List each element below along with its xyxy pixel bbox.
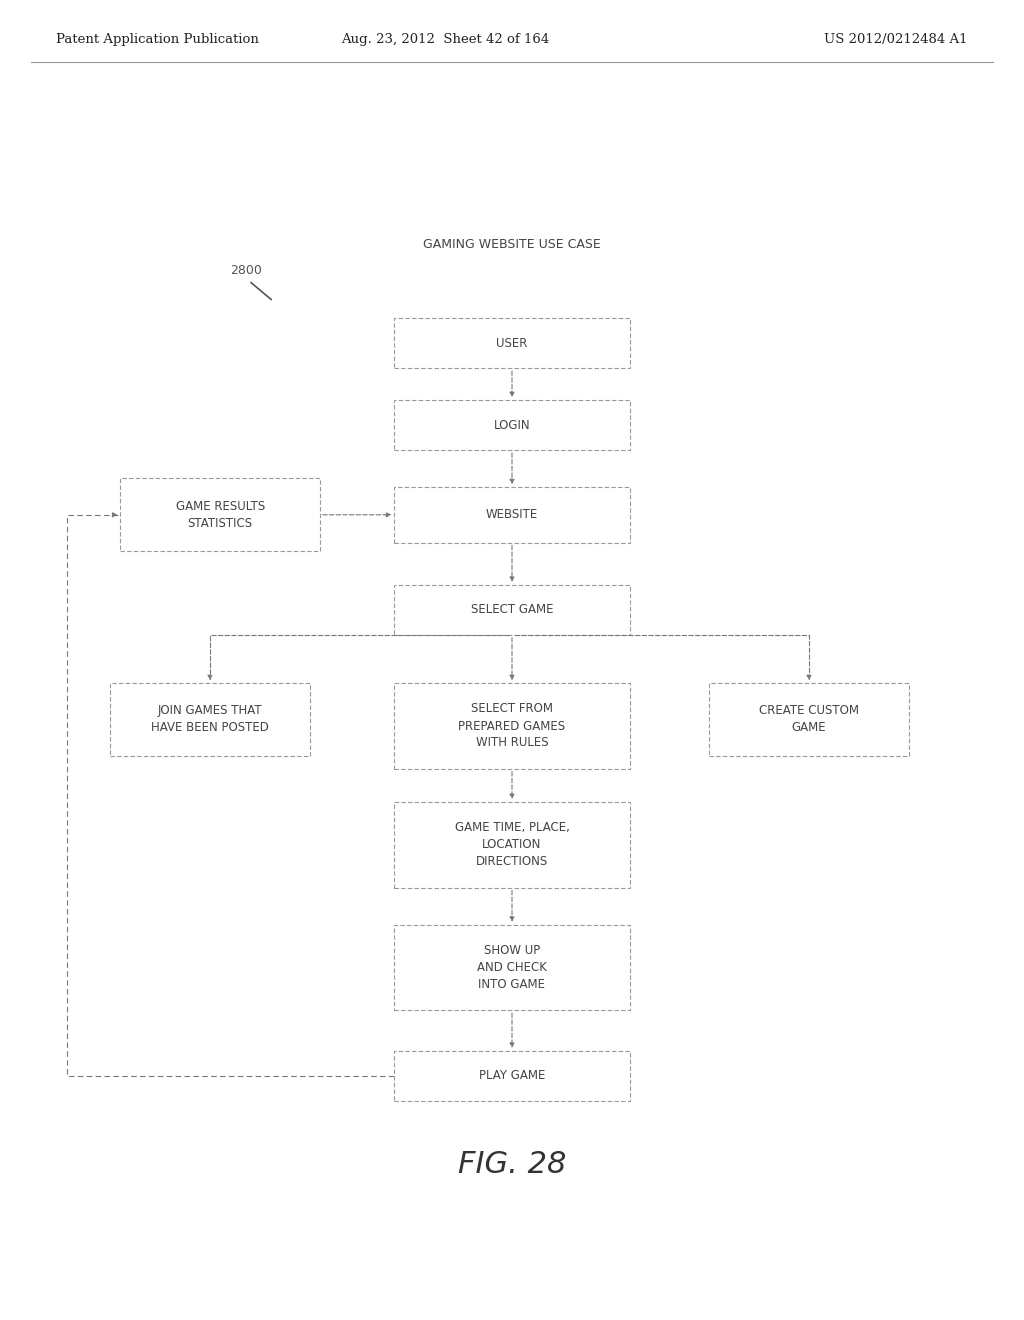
Text: GAME TIME, PLACE,
LOCATION
DIRECTIONS: GAME TIME, PLACE, LOCATION DIRECTIONS <box>455 821 569 869</box>
FancyBboxPatch shape <box>110 684 309 755</box>
Text: JOIN GAMES THAT
HAVE BEEN POSTED: JOIN GAMES THAT HAVE BEEN POSTED <box>151 705 269 734</box>
FancyBboxPatch shape <box>394 585 630 635</box>
Text: Patent Application Publication: Patent Application Publication <box>56 33 259 46</box>
Text: GAMING WEBSITE USE CASE: GAMING WEBSITE USE CASE <box>423 238 601 251</box>
Text: SELECT FROM
PREPARED GAMES
WITH RULES: SELECT FROM PREPARED GAMES WITH RULES <box>459 702 565 750</box>
FancyBboxPatch shape <box>394 684 630 768</box>
FancyBboxPatch shape <box>394 801 630 887</box>
FancyBboxPatch shape <box>394 1051 630 1101</box>
Text: USER: USER <box>497 337 527 350</box>
Text: SHOW UP
AND CHECK
INTO GAME: SHOW UP AND CHECK INTO GAME <box>477 944 547 991</box>
FancyBboxPatch shape <box>394 487 630 543</box>
Text: GAME RESULTS
STATISTICS: GAME RESULTS STATISTICS <box>175 500 265 529</box>
Text: US 2012/0212484 A1: US 2012/0212484 A1 <box>824 33 968 46</box>
FancyBboxPatch shape <box>394 318 630 368</box>
FancyBboxPatch shape <box>709 684 909 755</box>
Text: SELECT GAME: SELECT GAME <box>471 603 553 616</box>
Text: WEBSITE: WEBSITE <box>485 508 539 521</box>
Text: PLAY GAME: PLAY GAME <box>479 1069 545 1082</box>
FancyBboxPatch shape <box>394 400 630 450</box>
Text: LOGIN: LOGIN <box>494 418 530 432</box>
Text: 2800: 2800 <box>230 264 262 277</box>
Text: FIG. 28: FIG. 28 <box>458 1150 566 1179</box>
FancyBboxPatch shape <box>394 924 630 1011</box>
Text: Aug. 23, 2012  Sheet 42 of 164: Aug. 23, 2012 Sheet 42 of 164 <box>341 33 550 46</box>
FancyBboxPatch shape <box>121 478 319 552</box>
Text: CREATE CUSTOM
GAME: CREATE CUSTOM GAME <box>759 705 859 734</box>
